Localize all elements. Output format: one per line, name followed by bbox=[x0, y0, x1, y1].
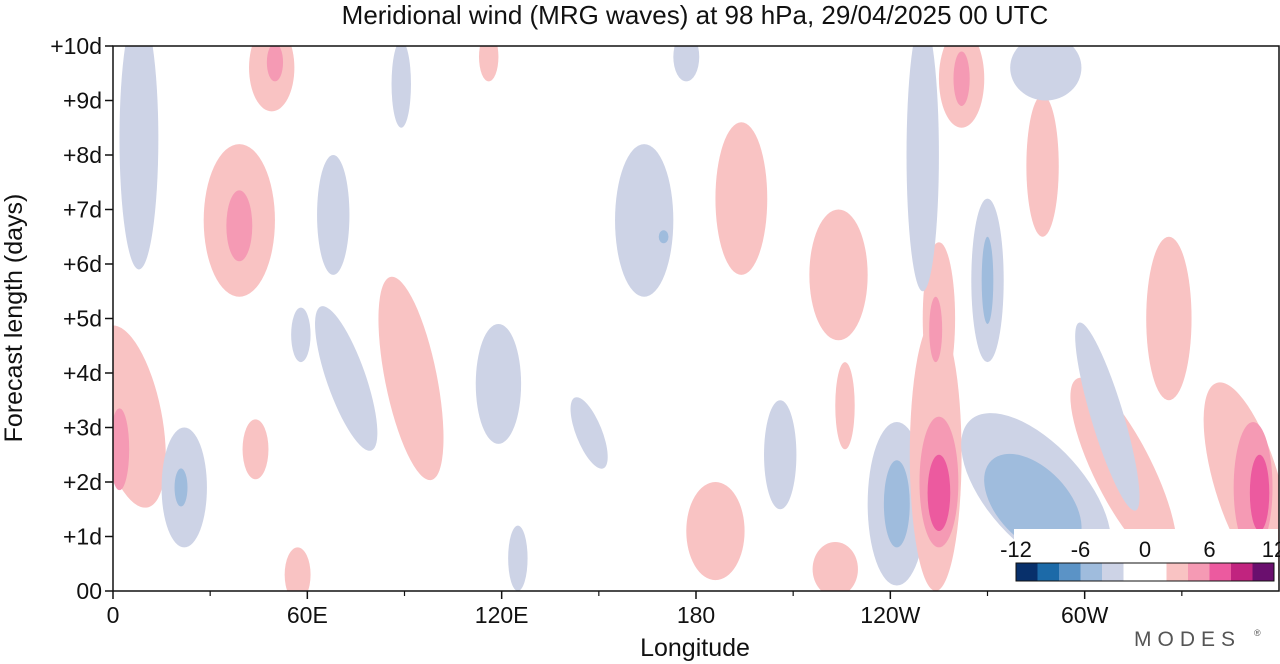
colorbar-frame bbox=[1015, 562, 1275, 582]
positive-wind-contour-33 bbox=[927, 454, 951, 532]
y-tick-label-6: +6d bbox=[63, 251, 102, 277]
colorbar-segment-10 bbox=[1231, 563, 1253, 581]
positive-wind-contour-23 bbox=[715, 122, 768, 275]
negative-wind-contour-8 bbox=[673, 46, 700, 82]
modes-logo: MODES bbox=[1134, 628, 1241, 651]
negative-wind-contour-6 bbox=[391, 46, 411, 128]
positive-wind-contour-2 bbox=[266, 46, 284, 82]
positive-wind-contour-9 bbox=[113, 325, 166, 508]
colorbar-segment-11 bbox=[1252, 563, 1275, 581]
negative-wind-contour-36 bbox=[906, 46, 939, 292]
colorbar-segment-7 bbox=[1166, 563, 1189, 581]
negative-wind-contour-19 bbox=[570, 397, 608, 469]
y-tick-label-8: +8d bbox=[63, 142, 102, 168]
negative-wind-contour-30 bbox=[883, 460, 910, 548]
y-tick-label-9: +9d bbox=[63, 88, 102, 114]
positive-wind-contour-50 bbox=[1249, 454, 1270, 532]
positive-wind-contour-17 bbox=[378, 276, 444, 481]
negative-wind-contour-44 bbox=[984, 453, 1082, 554]
colorbar-legend: -12 -6 0 6 12 bbox=[1000, 529, 1280, 585]
x-axis: 0 60E 120E 180 120W 60W bbox=[107, 591, 1183, 628]
positive-wind-contour-28 bbox=[835, 362, 855, 450]
colorbar-segment-5 bbox=[1123, 563, 1146, 581]
y-tick-label-1: +1d bbox=[63, 524, 102, 550]
negative-wind-contour-15 bbox=[315, 306, 378, 451]
y-tick-label-7: +7d bbox=[63, 197, 102, 223]
negative-wind-contour-21 bbox=[615, 144, 674, 297]
positive-wind-contour-27 bbox=[812, 541, 858, 591]
modes-logo-mark: ® bbox=[1254, 628, 1261, 638]
positive-wind-contour-14 bbox=[284, 547, 311, 591]
negative-wind-contour-40 bbox=[981, 236, 994, 324]
y-tick-label-4: +4d bbox=[63, 360, 102, 386]
colorbar-segment-8 bbox=[1188, 563, 1210, 581]
colorbar-label-4: 12 bbox=[1262, 537, 1280, 562]
colorbar-segment-9 bbox=[1209, 563, 1232, 581]
x-tick-label-2: 120E bbox=[475, 602, 529, 628]
negative-wind-contour-16 bbox=[291, 307, 311, 363]
colorbar-segment-4 bbox=[1102, 563, 1124, 581]
positive-wind-contour-13 bbox=[242, 419, 269, 480]
colorbar-segment-2 bbox=[1059, 563, 1081, 581]
colorbar-label-1: -6 bbox=[1071, 537, 1091, 562]
negative-wind-contour-42 bbox=[1010, 46, 1082, 101]
negative-wind-contour-12 bbox=[174, 468, 188, 507]
colorbar-segment-3 bbox=[1080, 563, 1103, 581]
y-axis: 00 +1d +2d +3d +4d +5d +6d +7d +8d +9d +10d bbox=[50, 33, 113, 604]
positive-wind-contour-7 bbox=[478, 46, 499, 82]
negative-wind-contour-47 bbox=[1075, 322, 1140, 511]
colorbar-segment-1 bbox=[1037, 563, 1060, 581]
x-tick-label-5: 60W bbox=[1061, 602, 1109, 628]
chart-title: Meridional wind (MRG waves) at 98 hPa, 2… bbox=[342, 0, 1049, 30]
wind-field bbox=[113, 46, 1279, 591]
x-tick-label-4: 120W bbox=[860, 602, 920, 628]
x-tick-label-0: 0 bbox=[107, 602, 120, 628]
positive-wind-contour-10 bbox=[113, 408, 130, 491]
y-tick-label-5: +5d bbox=[63, 306, 102, 332]
y-axis-label: Forecast length (days) bbox=[0, 194, 28, 443]
negative-wind-contour-20 bbox=[508, 525, 528, 591]
positive-wind-contour-25 bbox=[686, 482, 745, 581]
negative-wind-contour-18 bbox=[475, 323, 522, 444]
negative-wind-contour-22 bbox=[658, 230, 669, 244]
x-axis-label: Longitude bbox=[640, 634, 750, 662]
positive-wind-contour-41 bbox=[1026, 95, 1059, 237]
negative-wind-contour-5 bbox=[317, 155, 350, 275]
negative-wind-contour-0 bbox=[119, 46, 159, 270]
colorbar-label-3: 6 bbox=[1203, 537, 1215, 562]
y-tick-label-10: +10d bbox=[50, 33, 102, 59]
colorbar-segment-0 bbox=[1016, 563, 1038, 581]
positive-wind-contour-24 bbox=[809, 209, 868, 341]
y-tick-label-0: 00 bbox=[76, 578, 102, 604]
negative-wind-contour-26 bbox=[764, 400, 797, 510]
y-tick-label-3: +3d bbox=[63, 415, 102, 441]
x-tick-label-1: 60E bbox=[287, 602, 328, 628]
colorbar-label-0: -12 bbox=[1000, 537, 1032, 562]
colorbar-segment-6 bbox=[1145, 563, 1167, 581]
y-tick-label-2: +2d bbox=[63, 469, 102, 495]
x-tick-label-3: 180 bbox=[677, 602, 715, 628]
positive-wind-contour-38 bbox=[953, 51, 970, 106]
colorbar-label-2: 0 bbox=[1139, 537, 1151, 562]
positive-wind-contour-35 bbox=[929, 296, 943, 363]
positive-wind-contour-4 bbox=[226, 190, 253, 262]
positive-wind-contour-46 bbox=[1146, 236, 1192, 401]
